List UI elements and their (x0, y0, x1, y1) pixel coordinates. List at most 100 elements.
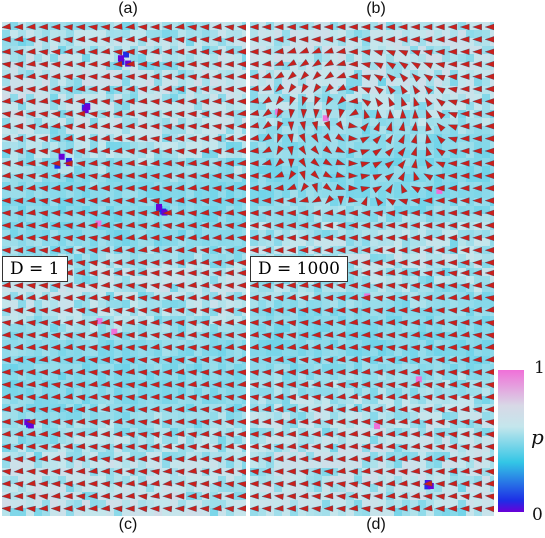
velocity-arrow (137, 319, 148, 327)
density-cell (194, 468, 202, 476)
density-cell (402, 182, 410, 190)
density-cell (138, 348, 146, 356)
velocity-arrow (447, 86, 458, 94)
density-cell (194, 142, 202, 150)
density-cell (218, 150, 226, 158)
density-cell (258, 158, 266, 166)
density-cell (26, 324, 34, 332)
density-cell (162, 262, 170, 270)
density-cell (170, 436, 178, 444)
density-cell (178, 118, 186, 126)
velocity-arrow (112, 185, 123, 192)
density-cell (466, 94, 474, 102)
density-cell (194, 380, 202, 388)
density-cell (18, 78, 26, 86)
density-cell (90, 276, 98, 284)
density-cell (170, 308, 178, 316)
density-cell (2, 190, 10, 198)
velocity-arrow (149, 210, 160, 217)
density-cell (98, 94, 106, 102)
density-cell (394, 452, 402, 460)
velocity-arrow (162, 185, 173, 192)
velocity-arrow (484, 123, 494, 130)
velocity-arrow (63, 97, 73, 105)
density-cell (10, 428, 18, 436)
velocity-arrow (75, 61, 86, 68)
velocity-arrow (13, 492, 24, 500)
density-cell (258, 38, 266, 46)
density-cell (458, 46, 466, 54)
density-cell (466, 364, 474, 372)
density-cell (106, 246, 114, 254)
velocity-arrow (125, 394, 135, 401)
velocity-arrow (13, 319, 24, 326)
density-cell (170, 364, 178, 372)
velocity-arrow (25, 98, 36, 105)
velocity-arrow (335, 59, 347, 67)
density-cell (58, 452, 66, 460)
density-cell (98, 118, 106, 126)
density-cell (442, 404, 450, 412)
density-cell (138, 230, 146, 238)
density-cell (138, 316, 146, 324)
velocity-arrow (411, 158, 418, 169)
velocity-arrow (286, 246, 296, 254)
density-cell (34, 292, 42, 300)
density-cell (322, 110, 330, 118)
density-cell (394, 94, 402, 102)
density-cell (34, 214, 42, 222)
density-cell (42, 230, 50, 238)
density-cell (442, 150, 450, 158)
velocity-arrow (100, 281, 111, 289)
velocity-arrow (174, 344, 185, 351)
density-cell (290, 324, 298, 332)
velocity-arrow (273, 23, 284, 31)
panel-label-a: (a) (118, 0, 138, 17)
density-cell (394, 284, 402, 292)
density-cell (314, 460, 322, 468)
density-cell (458, 158, 466, 166)
velocity-arrow (162, 393, 172, 401)
velocity-arrow (174, 381, 185, 388)
density-cell (202, 388, 210, 396)
density-cell (394, 182, 402, 190)
velocity-arrow (187, 24, 197, 31)
density-cell (458, 150, 466, 158)
density-cell (122, 54, 130, 62)
density-cell (66, 300, 74, 308)
density-cell (418, 46, 426, 54)
density-cell (226, 340, 234, 348)
density-cell (106, 444, 114, 452)
velocity-arrow (211, 148, 222, 155)
density-cell (290, 62, 298, 70)
density-cell (66, 388, 74, 396)
density-cell (442, 22, 450, 30)
density-cell (282, 198, 290, 206)
velocity-arrow (348, 259, 358, 266)
velocity-arrow (312, 71, 322, 81)
velocity-arrow (360, 195, 368, 207)
density-cell (18, 126, 26, 134)
density-cell (482, 30, 490, 38)
velocity-arrow (137, 455, 148, 463)
density-cell (402, 158, 410, 166)
density-cell (10, 412, 18, 420)
density-cell (130, 324, 138, 332)
density-cell (410, 340, 418, 348)
density-cell (170, 110, 178, 118)
density-cell (466, 70, 474, 78)
density-cell (298, 348, 306, 356)
density-cell (306, 238, 314, 246)
density-cell (194, 230, 202, 238)
density-cell (354, 380, 362, 388)
density-cell (98, 254, 106, 262)
density-cell (82, 276, 90, 284)
density-cell (370, 324, 378, 332)
density-cell (10, 484, 18, 492)
density-cell (154, 500, 162, 508)
density-cell (234, 284, 242, 292)
density-cell (130, 118, 138, 126)
density-cell (458, 214, 466, 222)
density-cell (130, 508, 138, 516)
density-cell (466, 276, 474, 284)
